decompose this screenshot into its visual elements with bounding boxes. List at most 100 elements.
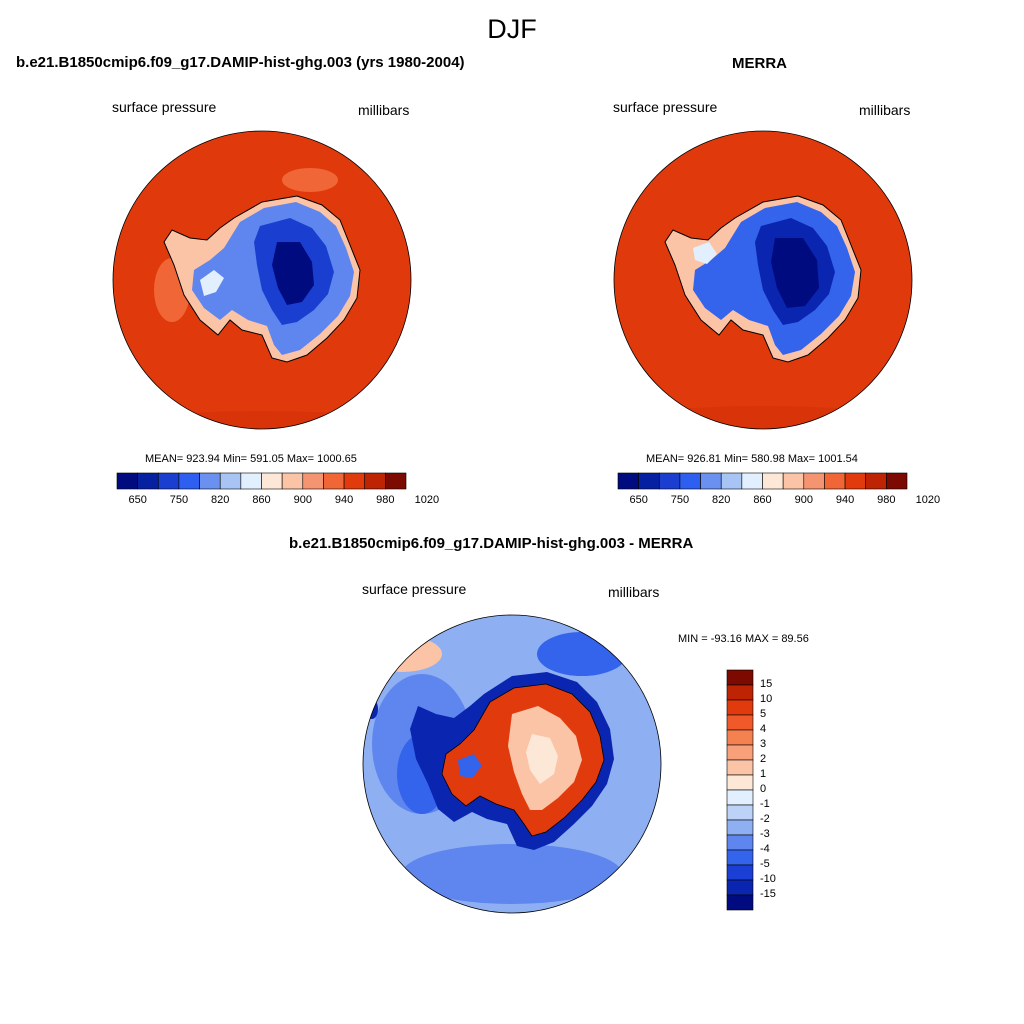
panel1-units-label: millibars	[358, 102, 410, 118]
colorbar-tick-label: 900	[293, 494, 312, 506]
panel1-colorbar	[116, 472, 407, 490]
colorbar-tick-label: 940	[334, 494, 354, 506]
colorbar-swatch	[343, 472, 366, 490]
colorbar-swatch	[720, 472, 743, 490]
colorbar-swatch	[803, 472, 825, 490]
colorbar-swatch	[638, 472, 660, 490]
colorbar-swatch	[679, 472, 701, 490]
colorbar-tick-label: 900	[794, 494, 813, 506]
panel2-stats: MEAN= 926.81 Min= 580.98 Max= 1001.54	[646, 453, 858, 465]
colorbar-tick-label: 1020	[915, 494, 941, 506]
colorbar-tick-label: 1	[760, 768, 767, 780]
colorbar-tick-label: 750	[169, 494, 189, 506]
colorbar-swatch	[364, 472, 386, 490]
panel1-title: b.e21.B1850cmip6.f09_g17.DAMIP-hist-ghg.…	[16, 54, 465, 71]
colorbar-swatch	[726, 699, 754, 716]
colorbar-swatch	[726, 774, 754, 791]
map-boundary	[613, 130, 913, 430]
colorbar-swatch	[762, 472, 784, 490]
colorbar-tick-label: 1020	[414, 494, 440, 506]
interior-difference-field	[526, 734, 558, 784]
pressure-anomaly-patch	[113, 411, 411, 429]
colorbar-tick-label: -3	[760, 828, 770, 840]
colorbar-swatch	[726, 789, 754, 806]
colorbar-swatch	[726, 894, 754, 911]
colorbar-tick-label: 4	[760, 723, 767, 735]
colorbar-swatch	[323, 472, 345, 490]
colorbar-swatch	[157, 472, 180, 490]
colorbar-swatch	[240, 472, 262, 490]
colorbar-swatch	[726, 669, 754, 686]
colorbar-swatch	[886, 472, 908, 490]
colorbar-swatch	[865, 472, 887, 490]
colorbar-tick-label: -10	[760, 873, 776, 885]
colorbar-tick-label: 860	[753, 494, 772, 506]
pressure-anomaly-patch	[282, 168, 338, 192]
colorbar-tick-label: 940	[835, 494, 855, 506]
colorbar-tick-label: 15	[760, 678, 773, 690]
panel3-variable-label: surface pressure	[362, 581, 467, 597]
colorbar-tick-label: 3	[760, 738, 767, 750]
colorbar-tick-label: 750	[670, 494, 690, 506]
colorbar-swatch	[726, 819, 754, 836]
colorbar-swatch	[137, 472, 159, 490]
peninsula-pressure-field	[693, 242, 717, 264]
colorbar-tick-label: 980	[877, 494, 896, 506]
colorbar-tick-label: 650	[128, 494, 147, 506]
colorbar-swatch	[261, 472, 283, 490]
colorbar-tick-label: 10	[760, 693, 773, 705]
panel3-colorbar	[726, 669, 754, 911]
panel1-stats: MEAN= 923.94 Min= 591.05 Max= 1000.65	[145, 453, 357, 465]
panel3-title: b.e21.B1850cmip6.f09_g17.DAMIP-hist-ghg.…	[289, 535, 694, 552]
panel2-polar-map	[613, 130, 913, 430]
colorbar-swatch	[726, 879, 754, 896]
colorbar-swatch	[824, 472, 846, 490]
colorbar-tick-label: 5	[760, 708, 767, 720]
panel1-variable-label: surface pressure	[112, 99, 217, 115]
colorbar-swatch	[199, 472, 221, 490]
panel2-title: MERRA	[732, 55, 787, 72]
colorbar-swatch	[281, 472, 304, 490]
panel3-units-label: millibars	[608, 584, 660, 600]
colorbar-tick-label: 980	[376, 494, 395, 506]
colorbar-swatch	[700, 472, 722, 490]
colorbar-swatch	[385, 472, 407, 490]
colorbar-tick-label: 0	[760, 783, 767, 795]
colorbar-swatch	[844, 472, 867, 490]
peninsula-pressure-field	[200, 270, 224, 296]
colorbar-swatch	[741, 472, 763, 490]
colorbar-tick-label: 820	[211, 494, 230, 506]
colorbar-swatch	[726, 714, 754, 731]
colorbar-swatch	[219, 472, 242, 490]
colorbar-swatch	[617, 472, 639, 490]
colorbar-swatch	[726, 759, 754, 776]
colorbar-tick-label: -4	[760, 843, 770, 855]
panel3-stats: MIN = -93.16 MAX = 89.56	[678, 633, 809, 645]
panel1-polar-map	[112, 130, 412, 430]
colorbar-tick-label: -2	[760, 813, 770, 825]
panel2-units-label: millibars	[859, 102, 911, 118]
colorbar-swatch	[726, 804, 754, 821]
colorbar-tick-label: -15	[760, 888, 776, 900]
pressure-anomaly-patch	[614, 406, 912, 429]
map-boundary	[112, 130, 412, 430]
colorbar-swatch	[658, 472, 681, 490]
colorbar-tick-label: 650	[629, 494, 648, 506]
colorbar-swatch	[726, 744, 754, 761]
ice-sheet-minimum-pressure	[272, 242, 314, 305]
colorbar-tick-label: 860	[252, 494, 271, 506]
colorbar-tick-label: -5	[760, 858, 770, 870]
panel3-polar-map	[362, 614, 662, 914]
colorbar-swatch	[116, 472, 138, 490]
colorbar-swatch	[178, 472, 200, 490]
difference-anomaly-patch	[537, 632, 627, 676]
colorbar-swatch	[726, 834, 754, 851]
panel2-colorbar	[617, 472, 908, 490]
colorbar-swatch	[302, 472, 324, 490]
colorbar-swatch	[726, 729, 754, 746]
colorbar-swatch	[726, 684, 754, 701]
difference-anomaly-patch	[363, 636, 442, 672]
ice-sheet-minimum-pressure	[771, 238, 819, 308]
difference-anomaly-patch	[402, 844, 622, 904]
colorbar-tick-label: 2	[760, 753, 767, 765]
